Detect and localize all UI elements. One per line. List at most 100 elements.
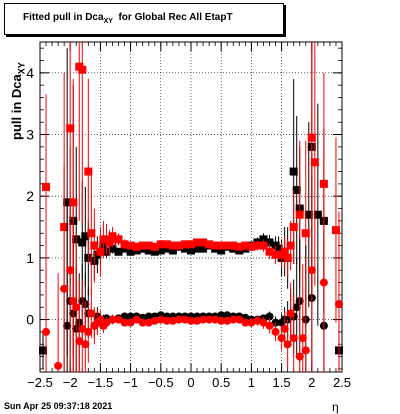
data-point-square — [313, 210, 322, 219]
data-point-circle — [307, 266, 316, 275]
title-prefix: Fitted pull in Dca — [23, 12, 104, 23]
data-point-square — [66, 124, 75, 133]
data-point-circle — [162, 316, 171, 325]
data-point-square — [42, 182, 51, 191]
data-point-circle — [217, 311, 226, 320]
data-point-square — [150, 247, 159, 256]
data-point-square — [105, 238, 114, 247]
data-point-circle — [126, 318, 135, 327]
data-point-circle — [277, 334, 286, 343]
y-axis-label-sub: XY — [16, 62, 27, 75]
data-point-circle — [63, 321, 72, 330]
data-point-square — [150, 242, 159, 251]
data-point-circle — [289, 334, 298, 343]
x-tick-label: 1.5 — [273, 375, 291, 390]
data-point-circle — [199, 315, 208, 324]
x-axis-label: η — [332, 400, 339, 414]
data-point-square — [168, 246, 177, 255]
y-tick-label: 1 — [26, 250, 34, 266]
data-point-circle — [319, 278, 328, 287]
data-point-circle — [108, 315, 117, 324]
data-point-square — [286, 241, 295, 250]
data-point-square — [138, 241, 147, 250]
data-point-circle — [75, 337, 84, 346]
data-point-square — [289, 223, 298, 232]
data-point-square — [144, 241, 153, 250]
data-point-circle — [247, 318, 256, 327]
data-point-circle — [42, 327, 51, 336]
data-point-circle — [280, 324, 289, 333]
data-point-circle — [265, 321, 274, 330]
data-point-square — [96, 247, 105, 256]
data-point-circle — [120, 318, 129, 327]
data-point-square — [114, 247, 123, 256]
data-point-square — [274, 244, 283, 253]
timestamp: Sun Apr 25 09:37:18 2021 — [4, 401, 113, 411]
title-subscript: XY — [103, 18, 113, 25]
data-point-square — [301, 229, 310, 238]
data-point-circle — [144, 318, 153, 327]
data-point-circle — [253, 316, 262, 325]
y-axis-label-main: pull in Dca — [9, 74, 24, 140]
data-point-circle — [72, 303, 81, 312]
data-point-circle — [132, 315, 141, 324]
data-point-circle — [187, 316, 195, 325]
data-point-square — [271, 250, 280, 259]
data-point-circle — [271, 327, 280, 336]
x-tick-label: −1 — [123, 375, 138, 390]
data-point-square — [180, 244, 189, 253]
data-point-circle — [298, 334, 307, 343]
data-point-square — [253, 241, 262, 250]
data-point-square — [229, 241, 238, 250]
data-point-circle — [102, 318, 111, 327]
data-point-square — [174, 241, 183, 250]
y-tick-label: 3 — [26, 127, 34, 143]
x-tick-label: 2 — [308, 375, 315, 390]
data-point-square — [156, 246, 165, 255]
data-point-circle — [54, 361, 63, 370]
data-point-square — [235, 242, 244, 251]
chart-title-box: Fitted pull in DcaXY for Global Rec All … — [4, 3, 284, 35]
data-point-square — [187, 246, 195, 255]
data-point-square — [78, 65, 87, 74]
data-point-square — [199, 238, 208, 247]
data-point-square — [211, 241, 220, 250]
data-point-square — [217, 246, 226, 255]
data-point-circle — [87, 309, 96, 318]
data-point-circle — [120, 312, 129, 321]
data-point-circle — [286, 309, 295, 318]
data-point-circle — [168, 316, 177, 325]
data-point-circle — [292, 303, 301, 312]
data-point-square — [241, 241, 250, 250]
data-point-circle — [84, 327, 93, 336]
data-point-circle — [69, 297, 78, 306]
data-point-circle — [241, 318, 250, 327]
data-point-square — [199, 244, 208, 253]
data-point-square — [126, 241, 135, 250]
x-tick-label: −0.5 — [148, 375, 174, 390]
data-point-circle — [39, 346, 48, 355]
data-point-square — [331, 226, 340, 235]
data-point-circle — [259, 318, 268, 327]
data-point-square — [265, 238, 274, 247]
data-point-square — [120, 240, 129, 249]
title-suffix: for Global Rec All EtapT — [112, 12, 233, 23]
data-point-circle — [301, 346, 310, 355]
data-point-square — [205, 240, 214, 249]
data-point-circle — [156, 315, 165, 324]
y-tick-label: 0 — [26, 312, 34, 328]
data-point-circle — [229, 315, 238, 324]
y-tick-label: 2 — [26, 188, 34, 204]
data-point-square — [87, 229, 96, 238]
data-point-circle — [78, 324, 87, 333]
data-point-circle — [150, 316, 159, 325]
chart-title: Fitted pull in DcaXY for Global Rec All … — [23, 12, 233, 25]
x-tick-label: 1 — [248, 375, 255, 390]
data-point-square — [84, 167, 93, 176]
data-point-square — [193, 238, 202, 247]
data-series-mean-red — [42, 116, 343, 372]
data-point-square — [90, 241, 99, 250]
data-point-circle — [283, 340, 292, 349]
x-tick-label: −2.5 — [27, 375, 53, 390]
